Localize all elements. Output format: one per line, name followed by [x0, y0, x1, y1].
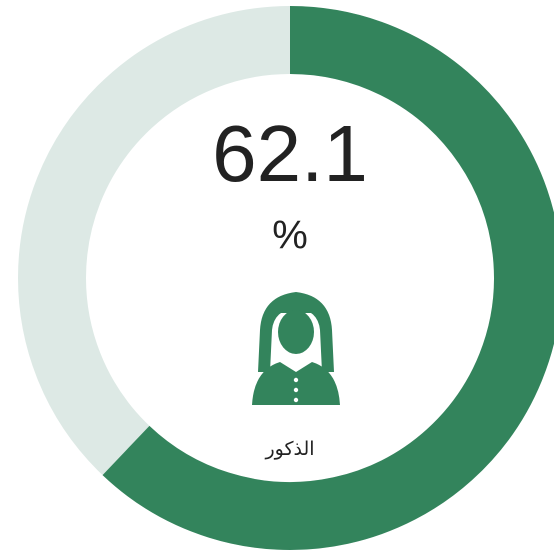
- unit-text: %: [272, 214, 308, 258]
- value-text: 62.1: [212, 109, 368, 198]
- male-icon: [252, 292, 340, 405]
- gauge-arc: [102, 6, 554, 550]
- category-label: الذكور: [264, 439, 314, 460]
